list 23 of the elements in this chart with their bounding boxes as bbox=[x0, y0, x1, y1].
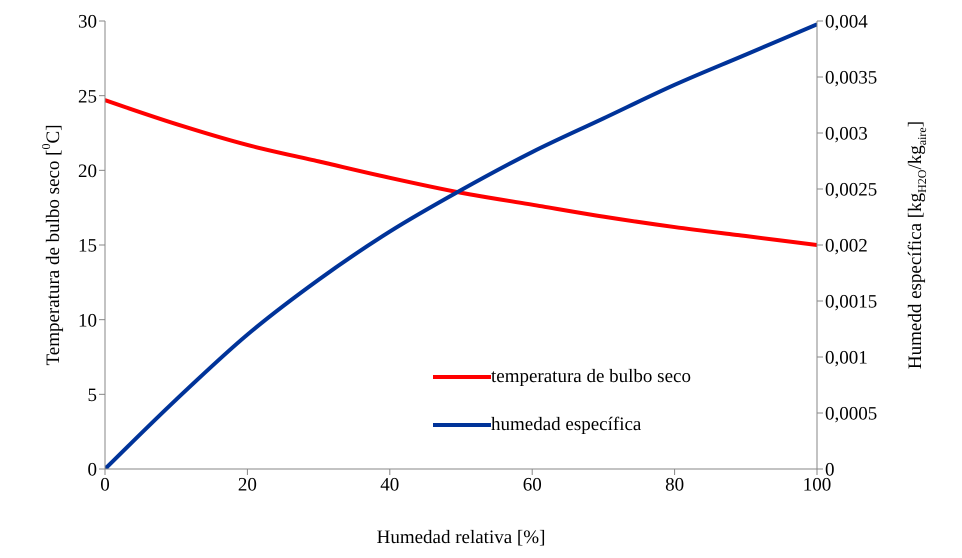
y2-tick-label: 0,0025 bbox=[825, 180, 878, 201]
y2-tick-label: 0,002 bbox=[825, 236, 868, 257]
x-axis-title: Humedad relativa [%] bbox=[376, 526, 546, 548]
x-tick-label: 80 bbox=[665, 474, 684, 496]
y2-tick-label: 0,004 bbox=[825, 12, 868, 33]
y2-tick-label: 0,0015 bbox=[825, 292, 878, 313]
y2-tick-label: 0,0005 bbox=[825, 404, 878, 425]
y2-tick-label: 0,001 bbox=[825, 348, 868, 369]
x-tick-label: 40 bbox=[380, 474, 400, 496]
y-tick-label: 30 bbox=[78, 12, 97, 33]
legend-label: temperatura de bulbo seco bbox=[491, 366, 691, 388]
y-tick-label: 15 bbox=[78, 236, 97, 257]
y-tick-label: 0 bbox=[88, 460, 97, 481]
y-tick-label: 25 bbox=[78, 86, 97, 108]
y2-tick-label: 0,003 bbox=[825, 124, 868, 145]
y-tick-label: 10 bbox=[78, 310, 97, 332]
legend-label: humedad específica bbox=[491, 414, 642, 436]
x-tick-label: 20 bbox=[238, 474, 257, 496]
line-series bbox=[105, 98, 817, 247]
y2-tick-label: 0,0035 bbox=[825, 68, 878, 89]
x-tick-label: 60 bbox=[522, 474, 542, 496]
y-tick-label: 20 bbox=[78, 161, 97, 182]
y-tick-label: 5 bbox=[88, 385, 97, 406]
